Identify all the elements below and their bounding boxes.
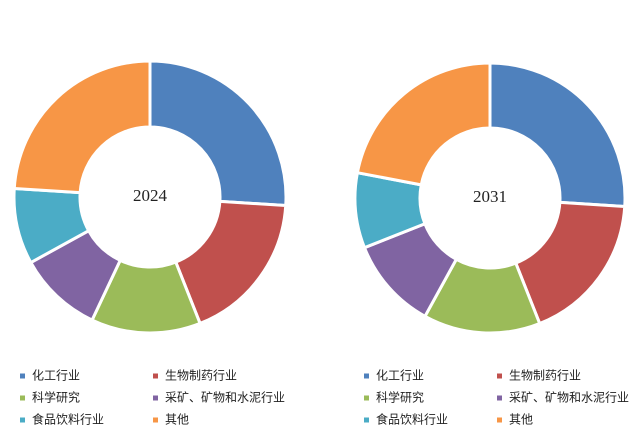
- legend-swatch: [497, 417, 502, 423]
- legend-label: 化工行业: [32, 369, 80, 383]
- legend-label: 生物制药行业: [165, 369, 237, 383]
- legend-swatch: [497, 395, 502, 401]
- legend-label: 生物制药行业: [509, 369, 581, 383]
- legend-swatch: [153, 395, 158, 401]
- legend-swatch: [153, 417, 158, 423]
- legend-label: 采矿、矿物和水泥行业: [509, 391, 629, 405]
- legend-swatch: [364, 395, 369, 401]
- legend-label: 科学研究: [376, 390, 424, 405]
- legend-swatch: [153, 373, 158, 379]
- legend-label: 其他: [165, 413, 189, 427]
- legend-swatch: [20, 373, 25, 379]
- chart-title: 2024: [133, 186, 168, 205]
- legend-swatch: [20, 417, 25, 423]
- legend-swatch: [20, 395, 25, 401]
- donut-slice: [488, 61, 627, 209]
- legend-label: 科学研究: [32, 390, 80, 405]
- legend-swatch: [364, 417, 369, 423]
- donut-slice: [148, 59, 288, 208]
- chart-title: 2031: [473, 187, 507, 206]
- legend-label: 其他: [509, 413, 533, 427]
- legend-swatch: [497, 373, 502, 379]
- legend-label: 采矿、矿物和水泥行业: [165, 391, 285, 405]
- donut-slice: [12, 59, 152, 195]
- legend-swatch: [364, 373, 369, 379]
- legend-label: 食品饮料行业: [32, 412, 104, 427]
- donut-slice: [355, 61, 492, 187]
- legend-label: 化工行业: [376, 369, 424, 383]
- legend-label: 食品饮料行业: [376, 412, 448, 427]
